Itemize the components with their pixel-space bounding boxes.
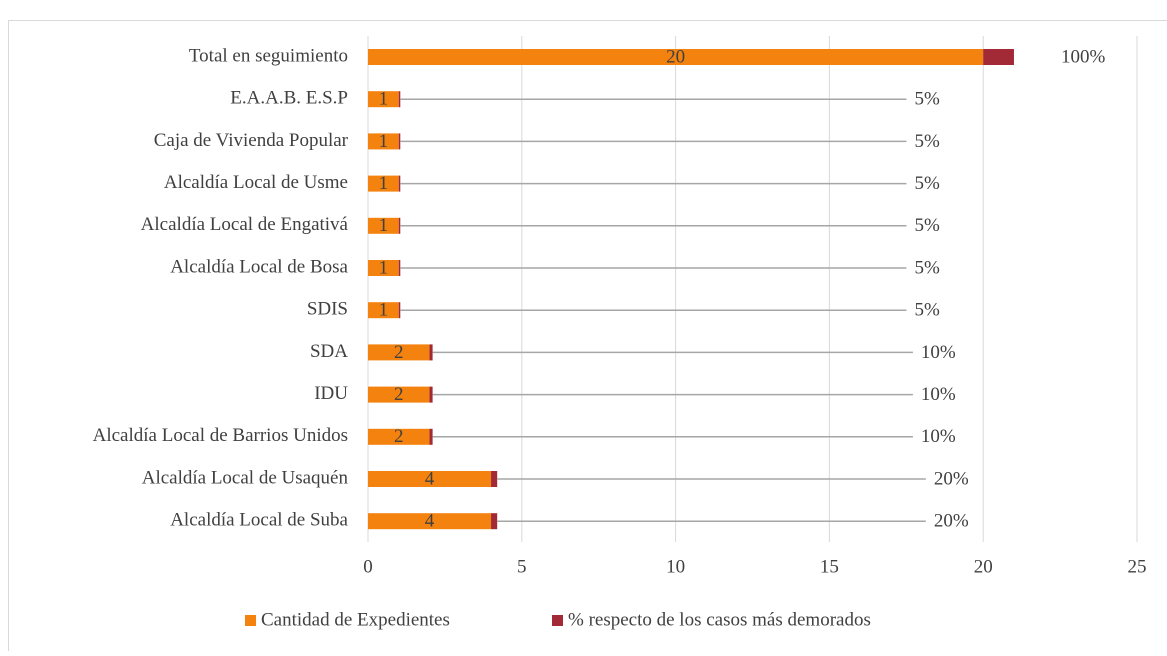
- legend-label: % respecto de los casos más demorados: [568, 609, 871, 630]
- data-label: 2: [394, 426, 404, 447]
- y-tick-label: Alcaldía Local de Engativá: [141, 214, 349, 235]
- y-tick-label: SDA: [310, 341, 348, 362]
- data-label: 1: [379, 300, 389, 321]
- bar-segment: [491, 471, 497, 487]
- legend-swatch: [552, 615, 563, 626]
- data-label: 4: [425, 468, 435, 489]
- bar-segment: [399, 91, 401, 107]
- data-label: 5%: [914, 131, 940, 152]
- x-tick-label: 10: [666, 556, 685, 577]
- bar-segment: [399, 176, 401, 192]
- bar-segment: [430, 429, 433, 445]
- data-label: 1: [379, 89, 389, 110]
- bar-segment: [399, 260, 401, 276]
- data-label: 20: [666, 46, 685, 67]
- data-label: 20%: [934, 468, 969, 489]
- data-label: 5%: [914, 215, 940, 236]
- data-label: 100%: [1061, 46, 1106, 67]
- data-label: 10%: [921, 384, 956, 405]
- data-label: 1: [379, 131, 389, 152]
- x-tick-label: 5: [517, 556, 527, 577]
- data-label: 2: [394, 384, 404, 405]
- y-tick-label: Alcaldía Local de Usme: [164, 172, 348, 193]
- data-label: 1: [379, 215, 389, 236]
- legend-label: Cantidad de Expedientes: [261, 609, 450, 630]
- bar-segment: [399, 218, 401, 234]
- x-tick-label: 15: [820, 556, 839, 577]
- chart-frame: [9, 21, 1167, 652]
- y-tick-label: Total en seguimiento: [189, 45, 348, 66]
- y-tick-label: Alcaldía Local de Suba: [170, 510, 348, 531]
- data-label: 5%: [914, 257, 940, 278]
- y-tick-label: Alcaldía Local de Bosa: [170, 256, 348, 277]
- y-tick-label: Alcaldía Local de Usaquén: [142, 467, 349, 488]
- data-label: 1: [379, 173, 389, 194]
- bar-segment: [399, 302, 401, 318]
- x-tick-label: 0: [363, 556, 373, 577]
- data-label: 5%: [914, 173, 940, 194]
- data-label: 10%: [921, 342, 956, 363]
- data-label: 20%: [934, 511, 969, 532]
- data-label: 1: [379, 257, 389, 278]
- data-label: 4: [425, 511, 435, 532]
- bar-segment: [430, 387, 433, 403]
- y-tick-label: E.A.A.B. E.S.P: [230, 88, 348, 109]
- bar-segment: [491, 513, 497, 529]
- data-label: 5%: [914, 300, 940, 321]
- bar-segment: [430, 344, 433, 360]
- bar-segment: [983, 49, 1014, 65]
- x-tick-label: 20: [974, 556, 993, 577]
- y-tick-label: Alcaldía Local de Barrios Unidos: [93, 425, 348, 446]
- bar-segment: [399, 133, 401, 149]
- x-tick-label: 25: [1128, 556, 1147, 577]
- data-label: 10%: [921, 426, 956, 447]
- legend-swatch: [245, 615, 256, 626]
- y-tick-label: SDIS: [307, 299, 348, 320]
- data-label: 5%: [914, 89, 940, 110]
- y-tick-label: IDU: [314, 383, 348, 404]
- data-label: 2: [394, 342, 404, 363]
- y-tick-label: Caja de Vivienda Popular: [154, 130, 349, 151]
